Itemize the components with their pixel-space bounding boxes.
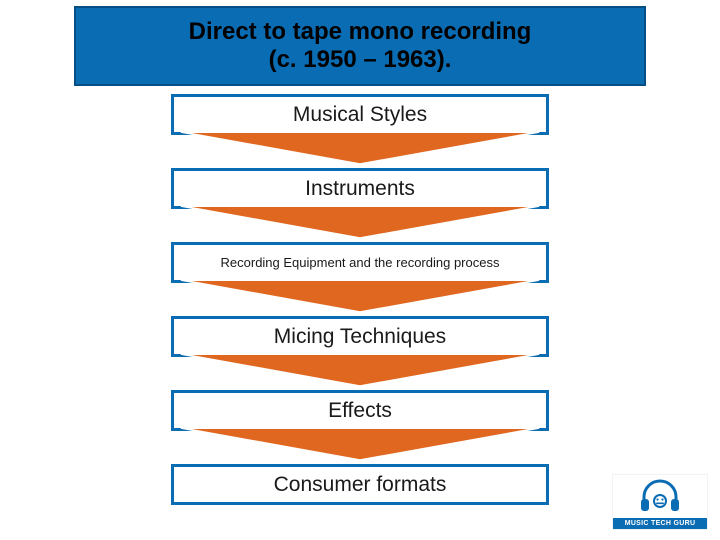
flow-arrow: [171, 209, 549, 242]
flow-step: Consumer formats: [171, 464, 549, 505]
flow-container: Musical Styles Instruments Recording Equip…: [0, 94, 720, 505]
brand-label: MUSIC TECH GURU: [613, 518, 707, 529]
title-line2: (c. 1950 – 1963).: [269, 46, 452, 74]
flow-step-label: Micing Techniques: [274, 325, 446, 349]
flow-step-label: Consumer formats: [274, 473, 447, 497]
title-line1: Direct to tape mono recording: [189, 18, 532, 46]
headphones-icon: [636, 475, 684, 518]
flow-step-label: Instruments: [305, 177, 415, 201]
flow-step-label: Effects: [328, 399, 392, 423]
flow-step: Effects: [171, 390, 549, 431]
title-banner: Direct to tape mono recording (c. 1950 –…: [74, 6, 646, 86]
flow-step-label: Recording Equipment and the recording pr…: [221, 255, 500, 270]
flow-arrow: [171, 431, 549, 464]
flow-step: Musical Styles: [171, 94, 549, 135]
flow-arrow: [171, 283, 549, 316]
flow-step: Recording Equipment and the recording pr…: [171, 242, 549, 283]
flow-step: Micing Techniques: [171, 316, 549, 357]
flow-step-label: Musical Styles: [293, 103, 427, 127]
brand-logo: MUSIC TECH GURU: [612, 474, 708, 530]
flow-step: Instruments: [171, 168, 549, 209]
headphones-icon-svg: [641, 481, 679, 511]
flow-arrow: [171, 357, 549, 390]
flow-arrow: [171, 135, 549, 168]
